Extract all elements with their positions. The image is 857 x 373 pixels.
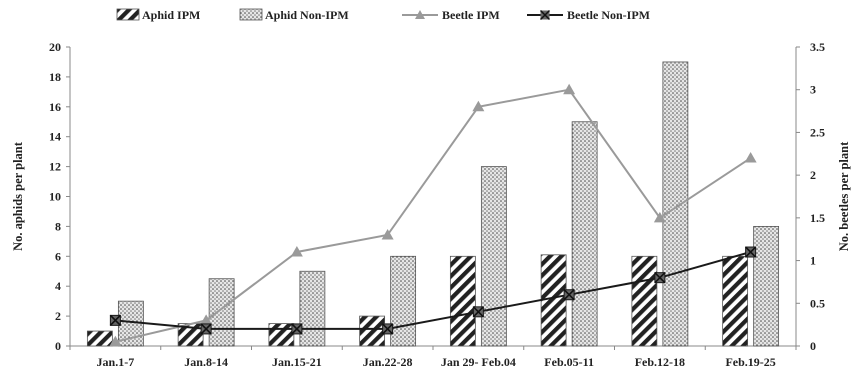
legend-item-beetle-non-ipm: Beetle Non-IPM: [527, 8, 650, 22]
bar-aphid-ipm: [722, 255, 749, 347]
point-marker-cross: [745, 246, 757, 258]
legend-label: Aphid Non-IPM: [265, 8, 349, 22]
bar-aphid-ipm: [268, 323, 295, 347]
point-marker-cross: [654, 272, 666, 284]
legend-label: Beetle Non-IPM: [567, 8, 650, 22]
legend-label: Beetle IPM: [442, 8, 500, 22]
point-beetle-non-ipm: [291, 323, 303, 335]
point-beetle-non-ipm: [654, 272, 666, 284]
bar-aphid-non-ipm: [571, 121, 598, 347]
legend-swatch: [239, 8, 263, 21]
line-beetle-non-ipm: [115, 251, 751, 330]
y-tick-label: 8: [55, 219, 61, 233]
bar-aphid-ipm: [359, 315, 386, 347]
y2-tick-label: 2.5: [810, 125, 825, 139]
point-beetle-ipm: [381, 228, 394, 240]
y-tick-label: 18: [49, 70, 61, 84]
y2-tick-label: 3: [810, 83, 816, 97]
point-beetle-ipm: [653, 211, 666, 223]
bar-aphid-ipm: [631, 255, 658, 347]
point-beetle-ipm: [472, 100, 485, 112]
point-beetle-non-ipm: [382, 323, 394, 335]
legend-swatch: [116, 8, 140, 21]
point-marker-cross: [563, 289, 575, 301]
y-tick-label: 14: [49, 130, 61, 144]
point-beetle-ipm: [290, 246, 303, 257]
y2-axis-title: No. beetles per plant: [837, 141, 851, 251]
bar-aphid-ipm: [449, 255, 476, 347]
bar-aphid-non-ipm: [208, 278, 235, 347]
y2-tick-label: 1.5: [810, 211, 825, 225]
legend-item-aphid-ipm: Aphid IPM: [116, 8, 200, 22]
point-beetle-ipm: [563, 83, 576, 95]
y-tick-label: 2: [55, 309, 61, 323]
point-marker-cross: [200, 323, 212, 335]
y2-tick-label: 1: [810, 254, 816, 268]
y-tick-label: 12: [49, 160, 61, 174]
y2-tick-label: 2: [810, 168, 816, 182]
line-beetle-ipm: [115, 88, 752, 343]
x-tick-label: Feb.12-18: [635, 355, 685, 369]
y-tick-label: 6: [55, 249, 61, 263]
y-tick-label: 20: [49, 40, 61, 54]
legend-item-beetle-ipm: Beetle IPM: [402, 8, 500, 22]
y-tick-label: 0: [55, 339, 61, 353]
y2-tick-label: 3.5: [810, 40, 825, 54]
point-marker-cross: [109, 314, 121, 326]
point-beetle-non-ipm: [745, 246, 757, 258]
y-tick-label: 4: [55, 279, 61, 293]
bar-aphid-non-ipm: [662, 61, 689, 347]
x-tick-label: Feb.19-25: [725, 355, 775, 369]
x-tick-label: Jan.1-7: [97, 355, 135, 369]
bar-aphid-ipm: [540, 254, 567, 347]
x-tick-label: Jan.8-14: [184, 355, 228, 369]
point-marker-cross: [382, 323, 394, 335]
legend-marker-cross: [539, 9, 551, 21]
legend-label: Aphid IPM: [142, 8, 200, 22]
y2-tick-label: 0.5: [810, 296, 825, 310]
y-tick-label: 16: [49, 100, 61, 114]
bar-aphid-non-ipm: [753, 225, 780, 347]
bar-aphid-non-ipm: [299, 270, 326, 347]
point-beetle-non-ipm: [472, 306, 484, 318]
ticks: 0 2 4 6 8 10 12 14 16 18 20 0 0.5 1 1.5 2 2.5 3 3.5 Jan.1-7…: [11, 40, 851, 369]
y-tick-label: 10: [49, 190, 61, 204]
point-beetle-ipm: [200, 314, 213, 325]
bar-aphid-non-ipm: [390, 255, 417, 347]
point-marker-cross: [291, 323, 303, 335]
legend: Aphid IPM Aphid Non-IPM Beetle IPM Beetle N…: [116, 8, 650, 22]
y-axis-title: No. aphids per plant: [11, 141, 25, 251]
legend-item-aphid-non-ipm: Aphid Non-IPM: [239, 8, 349, 22]
bar-aphid-ipm: [86, 330, 113, 347]
legend-marker: [415, 10, 425, 19]
point-beetle-ipm: [109, 335, 122, 347]
point-beetle-non-ipm: [200, 323, 212, 335]
point-beetle-non-ipm: [563, 289, 575, 301]
point-beetle-non-ipm: [109, 314, 121, 326]
x-tick-label: Jan.15-21: [272, 355, 322, 369]
lines: [109, 83, 757, 347]
x-tick-label: Jan.22-28: [363, 355, 413, 369]
x-tick-label: Feb.05-11: [544, 355, 594, 369]
point-marker-cross: [472, 306, 484, 318]
bars: [86, 61, 780, 347]
y2-tick-label: 0: [810, 339, 816, 353]
bar-aphid-non-ipm: [480, 166, 507, 347]
x-tick-label: Jan 29- Feb.04: [441, 355, 516, 369]
point-beetle-ipm: [744, 152, 757, 163]
